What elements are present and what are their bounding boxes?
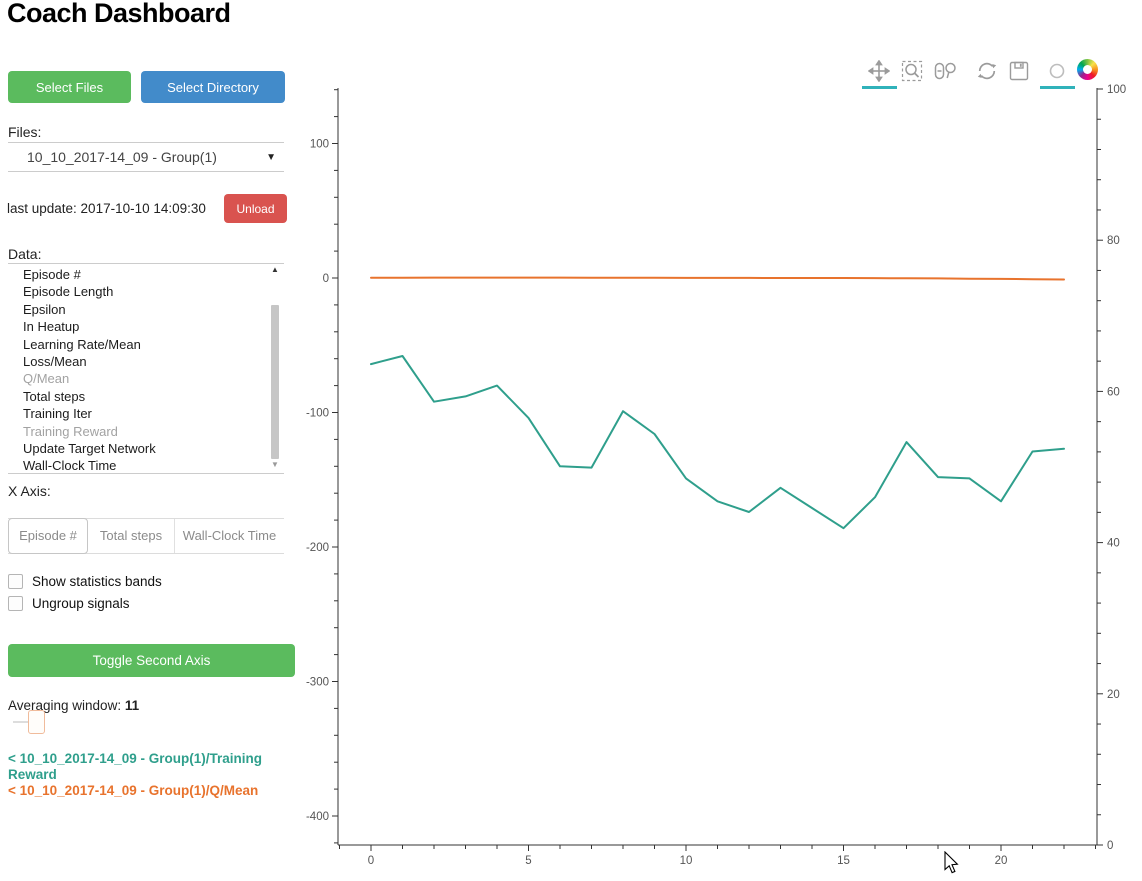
svg-text:-100: -100 [306, 408, 329, 420]
series-line [370, 355, 1065, 530]
hover-tool-icon[interactable] [1046, 60, 1068, 82]
mouse-cursor [944, 851, 959, 874]
svg-text:20: 20 [995, 855, 1008, 867]
last-update-text: last update: 2017-10-10 14:09:30 [7, 201, 206, 216]
list-item[interactable]: Training Iter [23, 406, 92, 422]
legend-entry-q-mean[interactable]: < 10_10_2017-14_09 - Group(1)/Q/Mean [8, 783, 259, 798]
show-statistics-bands-checkbox[interactable] [8, 574, 23, 589]
svg-text:100: 100 [1107, 84, 1126, 96]
scrollbar-thumb[interactable] [271, 305, 279, 459]
axes [337, 88, 1098, 846]
list-item[interactable]: Episode Length [23, 284, 114, 300]
svg-text:-300: -300 [306, 677, 329, 689]
svg-text:-400: -400 [306, 811, 329, 823]
averaging-slider-handle[interactable] [28, 710, 45, 734]
left-axis: 100 0 -100 -200 -300 -400 [306, 89, 338, 844]
page-title: Coach Dashboard [7, 0, 231, 28]
chart-legend: < 10_10_2017-14_09 - Group(1)/Training R… [8, 751, 280, 799]
checkbox-label: Show statistics bands [32, 574, 162, 589]
unload-button[interactable]: Unload [224, 194, 287, 223]
files-selected-value: 10_10_2017-14_09 - Group(1) [27, 149, 217, 165]
data-label: Data: [8, 246, 42, 262]
averaging-window-row: Averaging window: 11 [8, 698, 139, 713]
x-axis-tab-bar: Episode # Total steps Wall-Clock Time [8, 518, 284, 554]
pan-active-indicator [862, 86, 897, 89]
list-item[interactable]: Total steps [23, 388, 86, 404]
scroll-up-icon[interactable]: ▲ [271, 265, 279, 274]
list-item[interactable]: Learning Rate/Mean [23, 336, 141, 352]
svg-text:10: 10 [680, 855, 693, 867]
show-statistics-bands-option[interactable]: Show statistics bands [8, 574, 162, 589]
list-item[interactable]: Wall-Clock Time [23, 458, 117, 474]
series-line [370, 276, 1065, 281]
svg-text:0: 0 [1107, 840, 1113, 852]
files-label: Files: [8, 124, 42, 140]
wheel-zoom-tool-icon[interactable] [933, 60, 957, 82]
legend-entry-training-reward[interactable]: < 10_10_2017-14_09 - Group(1)/Training R… [8, 751, 262, 782]
box-zoom-tool-icon[interactable] [901, 60, 923, 82]
bokeh-logo[interactable] [1077, 59, 1098, 80]
list-item[interactable]: Training Reward [23, 423, 118, 439]
hover-active-indicator [1040, 86, 1075, 89]
bokeh-logo-hole [1083, 65, 1092, 74]
save-tool-icon[interactable] [1008, 60, 1030, 82]
files-select-dropdown[interactable]: 10_10_2017-14_09 - Group(1) ▼ [8, 142, 284, 172]
svg-text:0: 0 [323, 273, 329, 285]
ungroup-signals-checkbox[interactable] [8, 596, 23, 611]
svg-text:0: 0 [368, 855, 374, 867]
svg-text:80: 80 [1107, 235, 1120, 247]
reset-tool-icon[interactable] [976, 60, 998, 82]
select-files-button[interactable]: Select Files [8, 71, 131, 103]
list-item[interactable]: Update Target Network [23, 440, 156, 456]
series-lines[interactable] [370, 276, 1065, 530]
svg-text:100: 100 [310, 139, 329, 151]
tab-wall-clock-time[interactable]: Wall-Clock Time [174, 519, 284, 553]
list-item[interactable]: Epsilon [23, 301, 66, 317]
svg-text:20: 20 [1107, 689, 1120, 701]
list-item[interactable]: Q/Mean [23, 371, 70, 387]
svg-text:15: 15 [837, 855, 850, 867]
svg-text:5: 5 [525, 855, 531, 867]
list-item[interactable]: Episode # [23, 267, 81, 282]
tab-episode-number[interactable]: Episode # [8, 518, 88, 554]
x-axis-label: X Axis: [8, 483, 51, 499]
checkbox-label: Ungroup signals [32, 596, 130, 611]
pan-tool-icon[interactable] [867, 59, 891, 83]
select-directory-button[interactable]: Select Directory [141, 71, 285, 103]
toggle-second-axis-button[interactable]: Toggle Second Axis [8, 644, 295, 677]
list-scrollbar[interactable]: ▲ ▼ [270, 265, 280, 471]
svg-text:-200: -200 [306, 542, 329, 554]
list-item[interactable]: In Heatup [23, 319, 80, 335]
tab-total-steps[interactable]: Total steps [99, 528, 163, 543]
right-axis: 100 80 60 40 20 0 [1097, 84, 1126, 852]
averaging-window-value: 11 [124, 698, 140, 713]
dropdown-caret-icon: ▼ [266, 151, 276, 163]
scroll-down-icon[interactable]: ▼ [271, 460, 279, 469]
svg-text:60: 60 [1107, 386, 1120, 398]
ungroup-signals-option[interactable]: Ungroup signals [8, 596, 130, 611]
x-axis: 0 5 10 15 20 [339, 845, 1096, 867]
list-item[interactable]: Loss/Mean [23, 353, 87, 369]
averaging-window-label: Averaging window: [8, 698, 122, 713]
svg-text:40: 40 [1107, 538, 1120, 550]
data-signal-list[interactable]: Episode # Episode Length Epsilon In Heat… [8, 263, 284, 474]
